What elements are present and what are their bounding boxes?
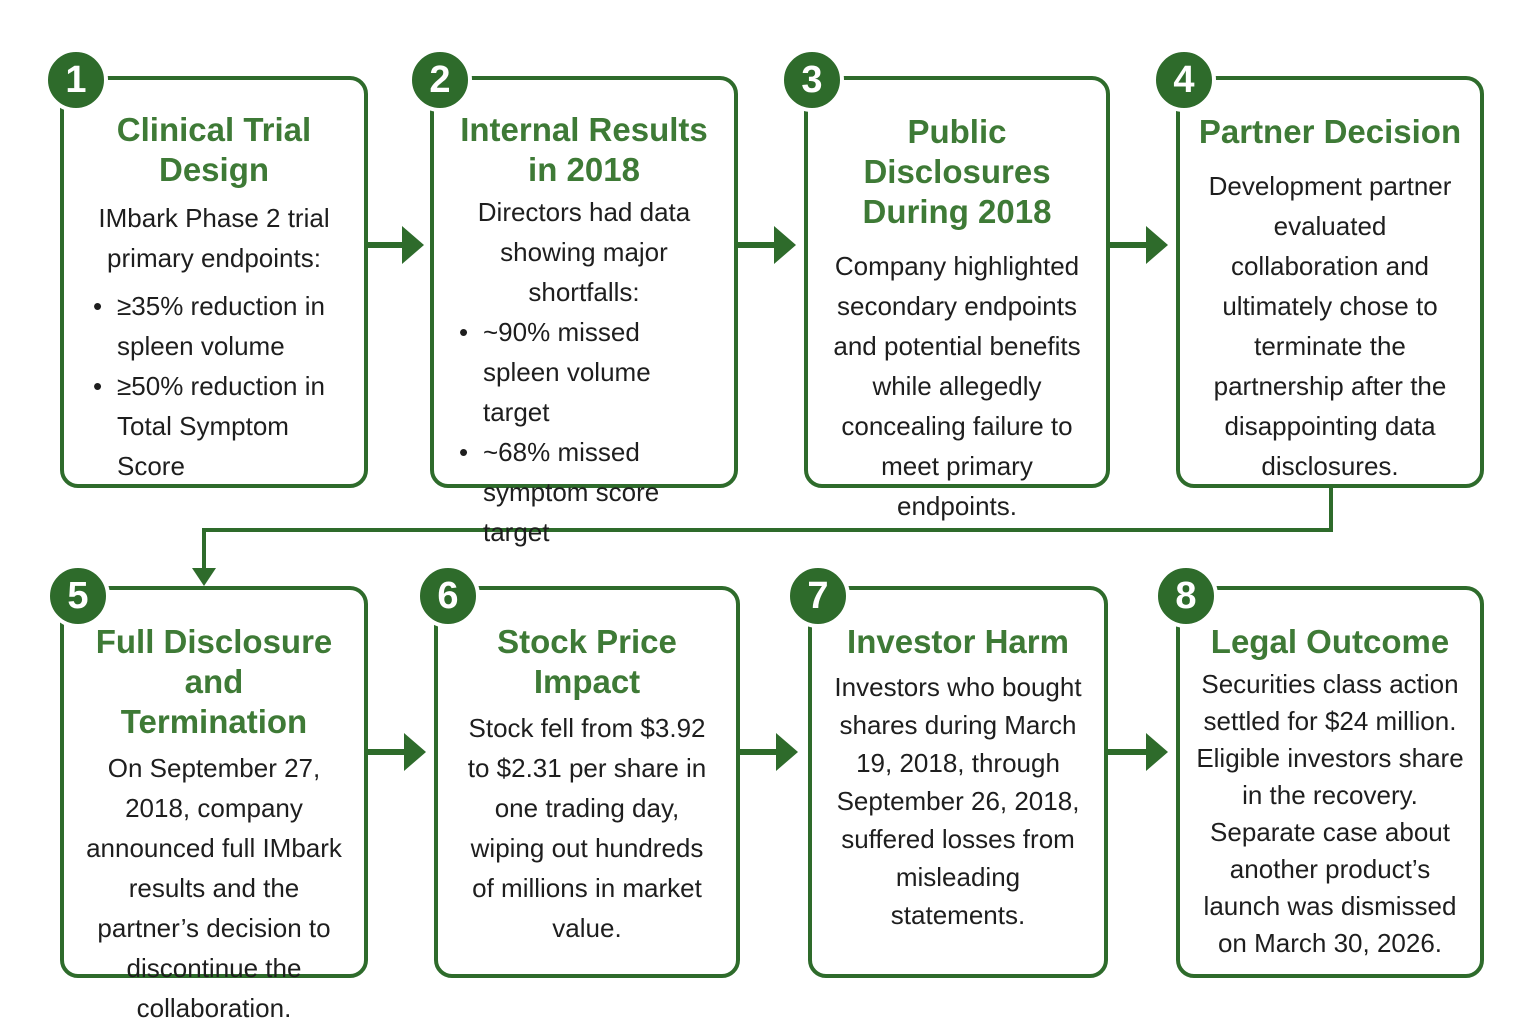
step-card-2: Internal Results in 2018 Directors had d… <box>430 76 738 547</box>
step-number-badge: 4 <box>1152 48 1216 112</box>
step-number-badge: 5 <box>46 564 110 628</box>
step-card-1: Clinical Trial Design IMbark Phase 2 tri… <box>60 76 368 488</box>
step-title: Stock Price Impact <box>497 623 677 700</box>
step-text: IMbark Phase 2 trial primary endpoints: <box>98 203 330 273</box>
step-card-6: Stock Price Impact Stock fell from $3.92… <box>434 586 740 978</box>
step-text: Stock fell from $3.92 to $2.31 per share… <box>467 713 707 943</box>
step-number-badge: 6 <box>416 564 480 628</box>
step-number-badge: 8 <box>1154 564 1218 628</box>
step-number-badge: 1 <box>44 48 108 112</box>
step-title: Full Disclosure and Termination <box>95 623 333 740</box>
bullet-item: ≥35% reduction in spleen volume <box>83 286 345 366</box>
step-number-badge: 2 <box>408 48 472 112</box>
step-text: Directors had data showing major shortfa… <box>477 197 691 307</box>
step-bullets: ≥35% reduction in spleen volume ≥50% red… <box>83 286 345 486</box>
step-title: Public Disclosures During 2018 <box>862 113 1052 230</box>
step-text: Development partner evaluated collaborat… <box>1208 171 1452 481</box>
arrow-6-to-7 <box>740 733 798 771</box>
step-card-3: Public Disclosures During 2018 Company h… <box>804 76 1110 521</box>
step-title: Clinical Trial Design <box>116 111 312 188</box>
step-title: Partner Decision <box>1198 113 1462 150</box>
arrow-2-to-3 <box>738 226 796 264</box>
step-text: On September 27, 2018, company announced… <box>86 753 342 1023</box>
step-number-badge: 3 <box>780 48 844 112</box>
step-title: Legal Outcome <box>1210 623 1450 660</box>
step-text: Company highlighted secondary endpoints … <box>833 251 1081 521</box>
step-card-5: Full Disclosure and Termination On Septe… <box>60 586 368 1023</box>
step-text: Investors who bought shares during March… <box>834 672 1082 930</box>
step-card-8: Legal Outcome Securities class action se… <box>1176 586 1484 978</box>
arrow-3-to-4 <box>1110 226 1168 264</box>
bullet-item: ~68% missed symptom score target <box>449 432 719 552</box>
step-card-7: Investor Harm Investors who bought share… <box>808 586 1108 978</box>
arrow-1-to-2 <box>368 226 424 264</box>
bullet-item: ~90% missed spleen volume target <box>449 312 719 432</box>
step-number-badge: 7 <box>786 564 850 628</box>
arrow-4-to-5 <box>192 488 1333 586</box>
arrow-7-to-8 <box>1108 733 1168 771</box>
step-card-4: Partner Decision Development partner eva… <box>1176 76 1484 488</box>
bullet-item: ≥50% reduction in Total Symptom Score <box>83 366 345 486</box>
step-title: Investor Harm <box>847 623 1069 660</box>
step-title: Internal Results in 2018 <box>460 111 708 188</box>
step-bullets: ~90% missed spleen volume target ~68% mi… <box>449 312 719 552</box>
arrow-5-to-6 <box>368 733 426 771</box>
step-text: Securities class action settled for $24 … <box>1196 669 1464 958</box>
